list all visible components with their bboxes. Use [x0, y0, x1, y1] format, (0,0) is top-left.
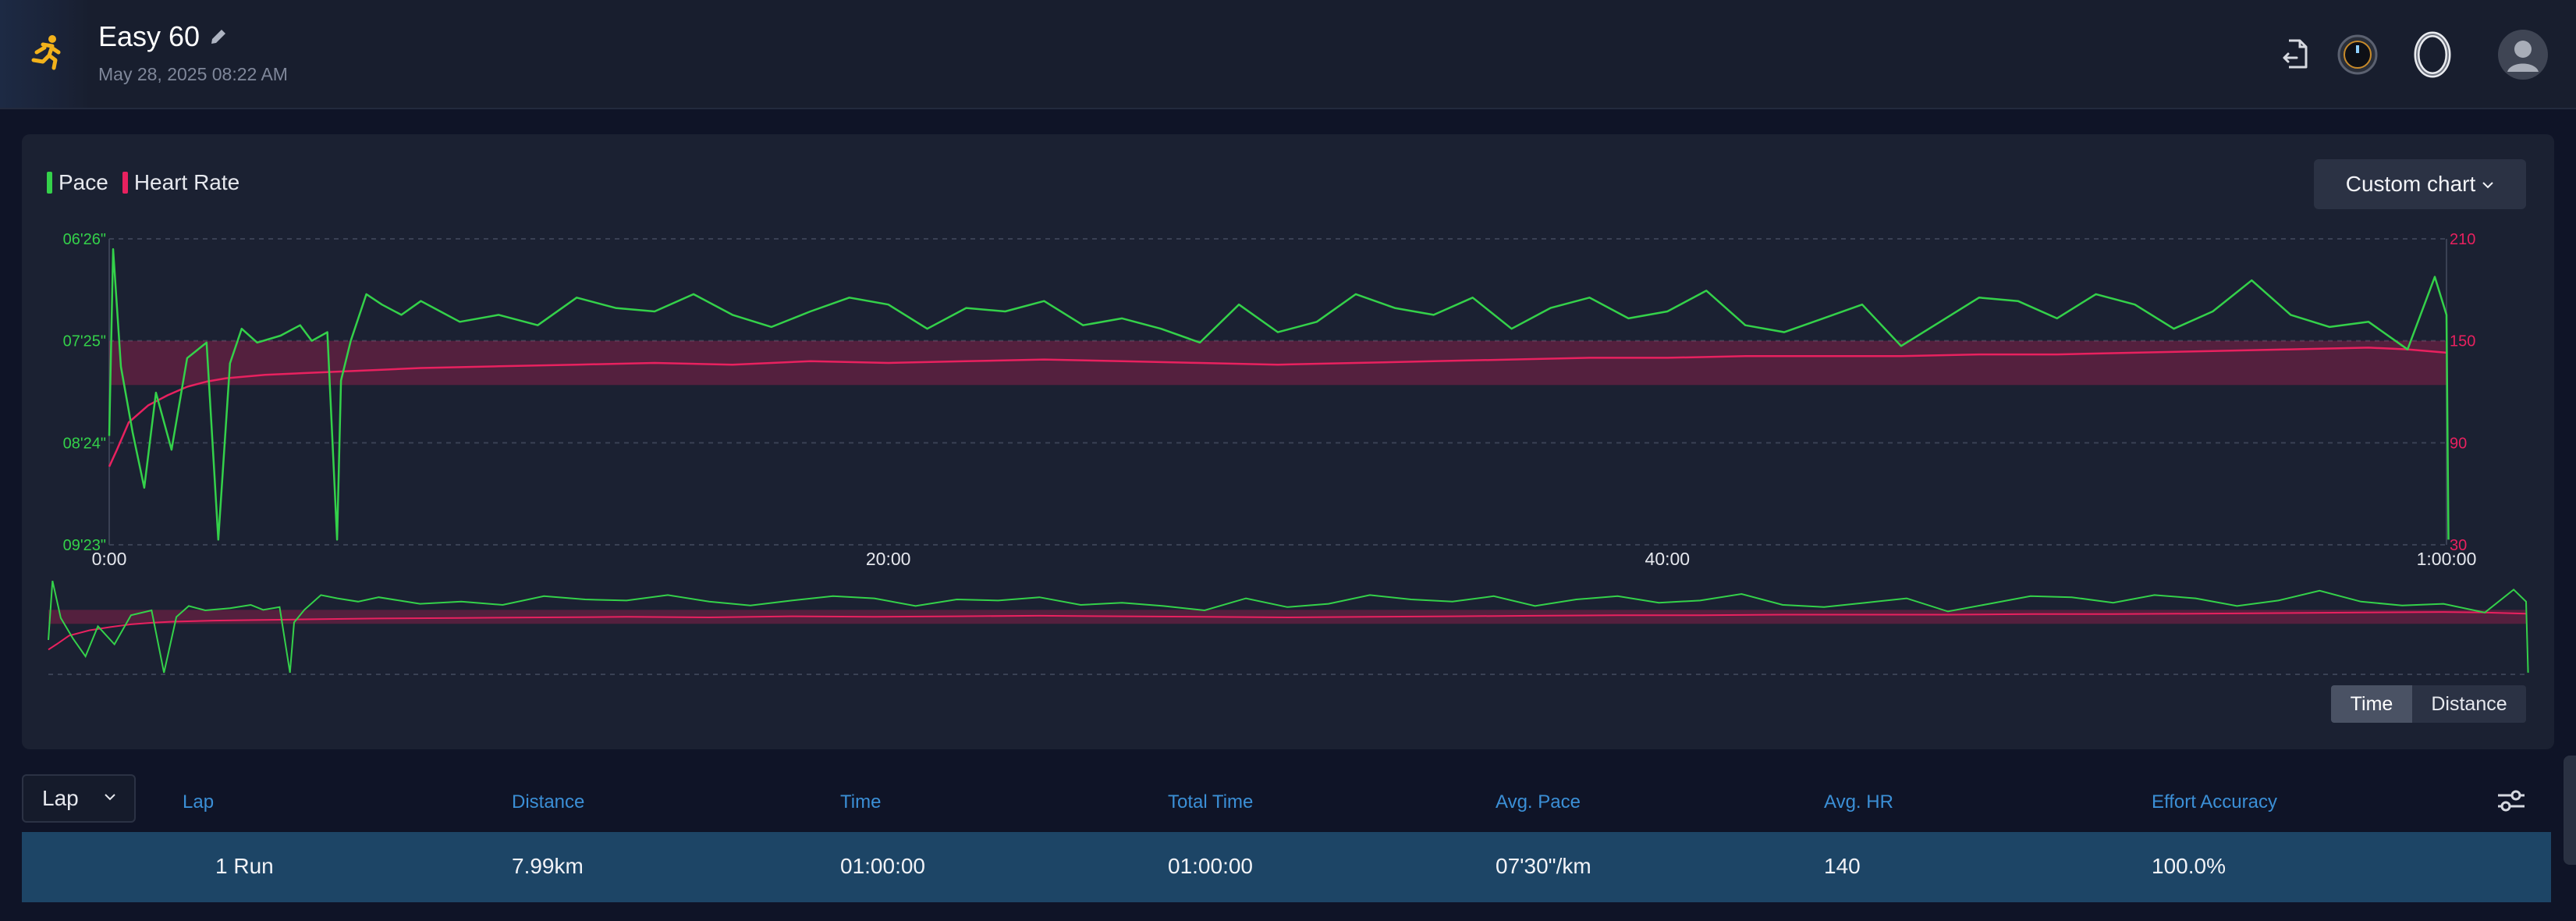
legend-swatch-pace [47, 172, 52, 194]
y-tick-label-pace: 06'26" [63, 231, 106, 248]
cell-effort-accuracy: 100.0% [2152, 854, 2226, 878]
cell-distance: 7.99km [512, 854, 584, 878]
column-header-lap[interactable]: Lap [183, 791, 215, 813]
y-tick-label-hr: 90 [2450, 435, 2467, 452]
heart-rate-zone-band [109, 340, 2446, 386]
overview-heart-rate-line [48, 611, 2527, 651]
lap-select[interactable]: Lap [22, 774, 136, 823]
ring-icon[interactable] [2407, 30, 2457, 80]
legend-swatch-heart-rate [122, 172, 128, 194]
chart-legend: Pace Heart Rate [47, 170, 254, 195]
legend-item-heart-rate[interactable]: Heart Rate [122, 170, 240, 195]
activity-title: Easy 60 [98, 20, 200, 52]
x-tick-label: 0:00 [92, 549, 127, 569]
edit-icon[interactable] [206, 24, 231, 49]
custom-chart-button[interactable]: Custom chart [2314, 159, 2526, 209]
y-tick-label-pace: 08'24" [63, 435, 106, 452]
sport-tile [0, 0, 92, 108]
custom-chart-label: Custom chart [2345, 172, 2476, 196]
cell-time: 01:00:00 [840, 854, 925, 878]
y-tick-label-pace: 07'25" [63, 333, 106, 350]
lap-select-label: Lap [42, 786, 79, 810]
time-toggle-button[interactable]: Time [2331, 685, 2412, 723]
watch-icon[interactable] [2333, 30, 2383, 80]
chevron-down-icon [2482, 176, 2494, 193]
table-row[interactable] [22, 832, 2551, 902]
y-tick-label-hr: 150 [2450, 333, 2475, 350]
x-tick-label: 1:00:00 [2417, 549, 2477, 569]
legend-item-pace[interactable]: Pace [47, 170, 108, 195]
pace-hr-chart[interactable]: 06'26" 07'25" 08'24" 09'23" 210 150 90 30 0:00 20… [22, 134, 2554, 749]
y-tick-label-hr: 210 [2450, 231, 2475, 248]
cell-total-time: 01:00:00 [1168, 854, 1253, 878]
distance-toggle-button[interactable]: Distance [2412, 685, 2526, 723]
chevron-down-icon [105, 794, 115, 801]
column-settings-icon[interactable] [2495, 787, 2528, 815]
activity-header: Easy 60 May 28, 2025 08:22 AM [0, 0, 2576, 109]
legend-label-heart-rate: Heart Rate [133, 170, 240, 194]
pace-line [108, 248, 2450, 541]
y-tick-label-pace: 09'23" [63, 537, 106, 554]
legend-label-pace: Pace [59, 170, 108, 194]
cell-avg-hr: 140 [1824, 854, 1861, 878]
chart-panel: Pace Heart Rate Custom chart 06'26" 07'25… [22, 134, 2554, 749]
overview-pace-line [48, 580, 2529, 674]
heart-rate-line [108, 347, 2447, 468]
column-header-effort-accuracy[interactable]: Effort Accuracy [2152, 791, 2277, 813]
y-tick-label-hr: 30 [2450, 537, 2467, 554]
user-avatar[interactable] [2498, 30, 2548, 80]
running-icon [26, 32, 66, 76]
column-header-total-time[interactable]: Total Time [1168, 791, 1254, 813]
cell-lap: 1 Run [215, 854, 274, 878]
column-header-distance[interactable]: Distance [512, 791, 585, 813]
export-icon[interactable] [2270, 30, 2320, 80]
column-header-avg-pace[interactable]: Avg. Pace [1496, 791, 1581, 813]
column-header-time[interactable]: Time [840, 791, 882, 813]
x-tick-label: 20:00 [866, 549, 911, 569]
cell-avg-pace: 07'30"/km [1496, 854, 1591, 878]
activity-date: May 28, 2025 08:22 AM [98, 64, 288, 84]
column-header-avg-hr[interactable]: Avg. HR [1824, 791, 1893, 813]
side-panel-handle[interactable] [2564, 756, 2576, 865]
x-tick-label: 40:00 [1645, 549, 1691, 569]
